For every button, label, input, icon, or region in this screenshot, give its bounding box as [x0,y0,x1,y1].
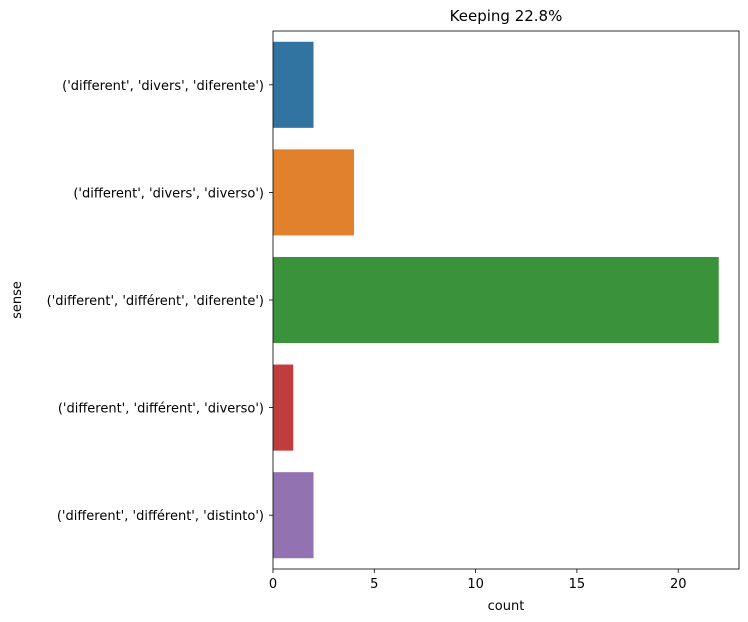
bar [273,41,314,128]
y-tick-group: ('different', 'divers', 'diferente') ('di… [47,79,273,524]
bar [273,149,355,236]
y-tick-label: ('different', 'différent', 'distinto') [57,509,264,524]
bar [273,472,314,559]
y-tick-label: ('different', 'divers', 'diferente') [62,79,264,94]
x-tick-label: 20 [670,577,687,592]
x-tick-label: 0 [269,577,277,592]
x-tick-group: 0 5 10 15 20 [269,569,687,592]
y-tick-label: ('different', 'divers', 'diverso') [73,186,264,201]
bar [273,256,719,344]
x-tick-label: 15 [569,577,586,592]
y-tick-label: ('different', 'différent', 'diverso') [58,402,264,417]
x-tick-label: 5 [370,577,378,592]
plot-frame [272,30,740,570]
bars-group [273,41,719,559]
bar [273,364,294,451]
y-axis-label: sense [10,281,25,319]
x-axis-label: count [488,599,525,614]
x-tick-label: 10 [467,577,484,592]
chart-title: Keeping 22.8% [450,7,563,25]
y-tick-label: ('different', 'différent', 'diferente') [47,294,264,309]
